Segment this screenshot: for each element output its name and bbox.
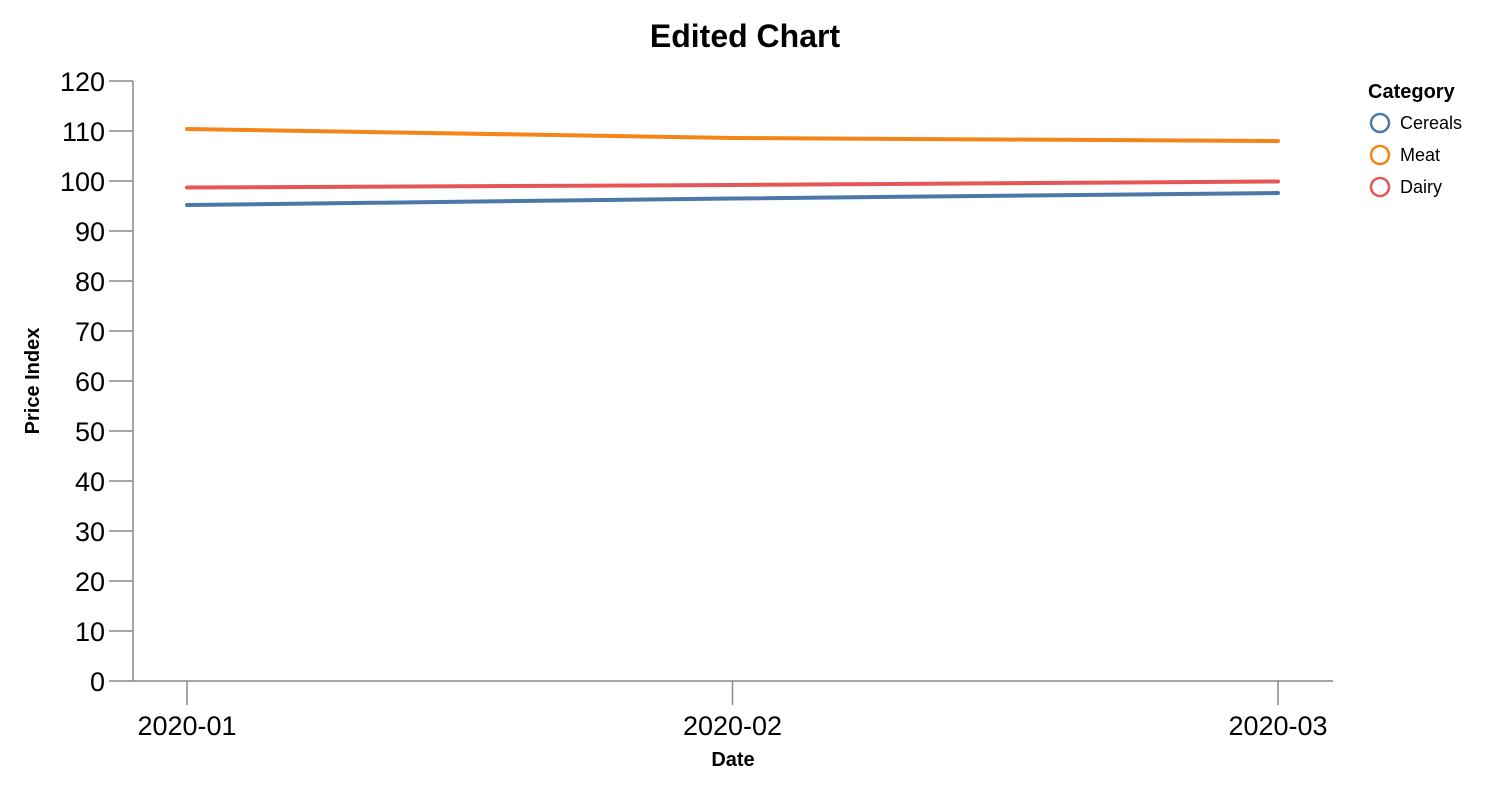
y-tick-label: 120 [60,67,105,97]
y-tick-label: 10 [75,617,105,647]
series-line-cereals [185,191,1280,207]
chart-title: Edited Chart [650,18,841,54]
y-tick-label: 20 [75,567,105,597]
legend-label: Cereals [1400,113,1462,133]
legend-title: Category [1368,81,1456,103]
legend-item-dairy[interactable]: Dairy [1369,176,1442,198]
y-tick-label: 70 [75,317,105,347]
legend-label: Dairy [1400,177,1442,197]
y-tick-label: 110 [62,117,105,147]
y-tick-label: 50 [75,417,105,447]
x-tick-label: 2020-02 [683,711,782,741]
y-axis: 0 10 20 30 40 50 60 70 80 90 100 110 120 [60,67,134,697]
series-line-meat [185,127,1280,143]
y-tick-label: 90 [75,217,105,247]
legend-label: Meat [1400,145,1440,165]
y-tick-label: 40 [75,467,105,497]
y-tick-label: 80 [75,267,105,297]
legend-symbol [1369,112,1391,134]
y-tick-label: 30 [75,517,105,547]
x-tick-label: 2020-03 [1228,711,1327,741]
legend-symbol [1369,144,1391,166]
y-tick-label: 100 [60,167,105,197]
legend-symbol [1369,176,1391,198]
y-tick-label: 60 [75,367,105,397]
x-axis: 2020-01 2020-02 2020-03 [133,680,1333,741]
x-axis-title: Date [711,749,754,771]
series-line-dairy [185,179,1280,190]
legend-item-cereals[interactable]: Cereals [1369,112,1462,134]
y-tick-label: 0 [90,667,105,697]
y-axis-title: Price Index [22,328,44,435]
x-tick-label: 2020-01 [137,711,236,741]
legend-item-meat[interactable]: Meat [1369,144,1440,166]
legend: Category Cereals Meat Dairy [1368,81,1462,198]
series-layer [185,127,1280,207]
